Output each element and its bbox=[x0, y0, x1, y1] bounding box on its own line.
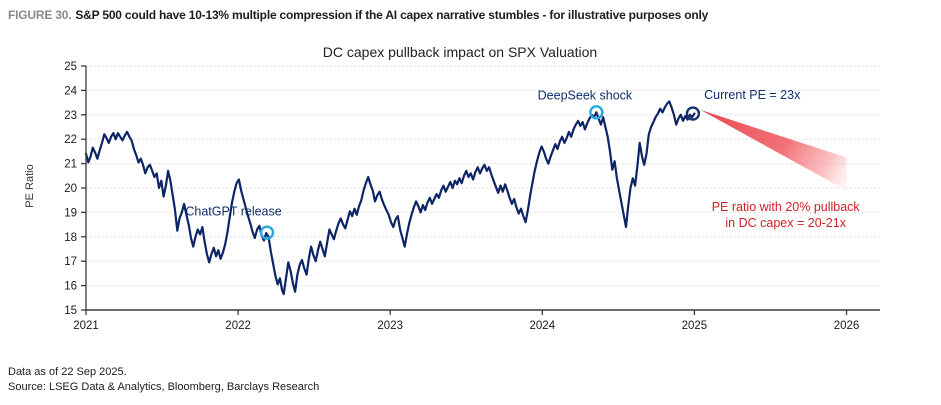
y-tick-label-19: 19 bbox=[64, 207, 77, 219]
chatgpt-release-label: ChatGPT release bbox=[185, 205, 281, 219]
y-tick-label-16: 16 bbox=[64, 281, 77, 293]
projection-label-line2: in DC capex = 20-21x bbox=[725, 216, 846, 230]
current-pe-marker bbox=[685, 106, 701, 121]
figure-number: FIGURE 30. bbox=[8, 8, 72, 22]
source-note: Source: LSEG Data & Analytics, Bloomberg… bbox=[8, 381, 320, 393]
y-tick-label-24: 24 bbox=[64, 85, 77, 97]
x-tick-label-2024: 2024 bbox=[530, 320, 556, 332]
x-tick-label-2021: 2021 bbox=[73, 320, 99, 332]
y-tick-label-17: 17 bbox=[64, 256, 77, 268]
pe-pullback-projection-wedge bbox=[700, 109, 847, 191]
x-tick-label-2025: 2025 bbox=[682, 320, 708, 332]
chart-title: DC capex pullback impact on SPX Valuatio… bbox=[322, 44, 598, 60]
footer-notes: Data as of 22 Sep 2025. Source: LSEG Dat… bbox=[8, 365, 319, 395]
deepseek-shock-marker bbox=[589, 105, 604, 120]
deepseek-shock-label: DeepSeek shock bbox=[538, 89, 633, 103]
y-tick-label-22: 22 bbox=[64, 134, 77, 146]
y-tick-label-23: 23 bbox=[64, 110, 77, 122]
y-tick-label-15: 15 bbox=[64, 305, 77, 317]
y-tick-label-25: 25 bbox=[64, 61, 77, 73]
figure-header: FIGURE 30. S&P 500 could have 10-13% mult… bbox=[8, 8, 928, 22]
current-pe-label: Current PE = 23x bbox=[704, 88, 801, 102]
x-tick-label-2023: 2023 bbox=[377, 320, 403, 332]
projection-label-line1: PE ratio with 20% pullback bbox=[712, 200, 861, 214]
pe-ratio-line bbox=[84, 100, 696, 296]
y-tick-label-20: 20 bbox=[64, 183, 77, 195]
y-tick-label-21: 21 bbox=[64, 159, 77, 171]
y-tick-label-18: 18 bbox=[64, 232, 77, 244]
chatgpt-release-marker bbox=[259, 225, 275, 240]
x-tick-label-2026: 2026 bbox=[834, 320, 860, 332]
x-tick-label-2022: 2022 bbox=[225, 320, 251, 332]
figure-title: S&P 500 could have 10-13% multiple compr… bbox=[75, 8, 709, 22]
data-as-of-note: Data as of 22 Sep 2025. bbox=[8, 366, 127, 378]
